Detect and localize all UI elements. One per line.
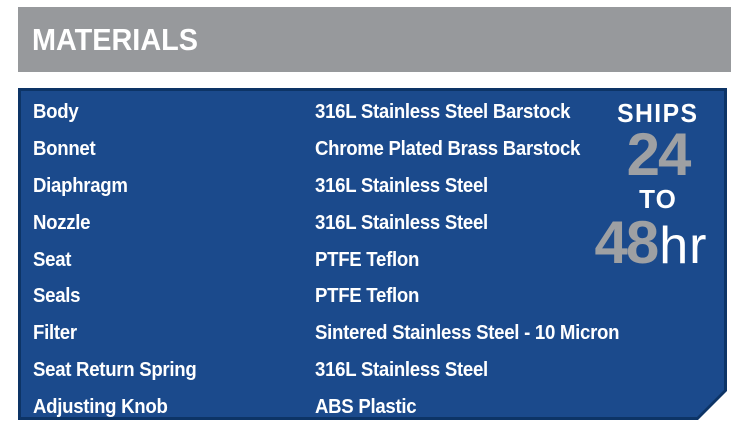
material-part-label: Adjusting Knob [33,396,168,419]
materials-panel-border: Body 316L Stainless Steel Barstock Bonne… [18,88,727,420]
table-row: Adjusting Knob ABS Plastic [21,389,724,426]
material-part-label: Seat Return Spring [33,359,197,382]
table-row: Filter Sintered Stainless Steel - 10 Mic… [21,315,724,352]
table-row: Seat PTFE Teflon [21,242,724,279]
table-row: Seat Return Spring 316L Stainless Steel [21,352,724,389]
material-part-label: Body [33,100,79,123]
material-part-label: Nozzle [33,211,91,234]
material-spec-value: Chrome Plated Brass Barstock [315,137,581,160]
table-row: Bonnet Chrome Plated Brass Barstock [21,131,724,168]
material-spec-value: PTFE Teflon [315,248,420,271]
material-spec-value: 316L Stainless Steel [315,174,488,197]
material-part-label: Seals [33,285,81,308]
table-row: Nozzle 316L Stainless Steel [21,205,724,242]
materials-panel: Body 316L Stainless Steel Barstock Bonne… [21,91,724,417]
material-spec-value: 316L Stainless Steel Barstock [315,100,571,123]
section-title: MATERIALS [31,21,198,57]
material-part-label: Bonnet [33,137,96,160]
material-spec-value: ABS Plastic [315,396,417,419]
material-spec-value: Sintered Stainless Steel - 10 Micron [315,322,620,345]
table-row: Body 316L Stainless Steel Barstock [21,94,724,131]
section-header-bar: MATERIALS [18,7,731,72]
material-spec-value: 316L Stainless Steel [315,359,488,382]
material-part-label: Seat [33,248,72,271]
table-row: Seals PTFE Teflon [21,278,724,315]
material-part-label: Filter [33,322,77,345]
material-part-label: Diaphragm [33,174,128,197]
table-row: Diaphragm 316L Stainless Steel [21,168,724,205]
material-spec-value: 316L Stainless Steel [315,211,488,234]
materials-table: Body 316L Stainless Steel Barstock Bonne… [21,94,724,426]
material-spec-value: PTFE Teflon [315,285,420,308]
